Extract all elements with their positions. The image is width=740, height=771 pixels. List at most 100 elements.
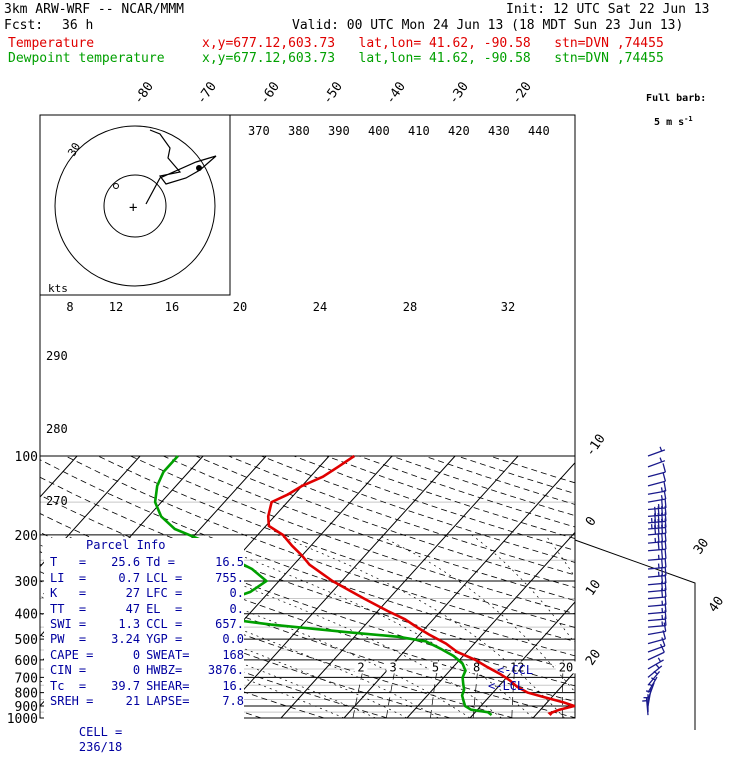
barb-note-unit: -1 xyxy=(684,115,692,123)
wind-barb-flag xyxy=(662,541,663,550)
speed-tick-label: 8 xyxy=(66,300,73,314)
row-label-2: CCL = xyxy=(140,617,205,632)
wind-barb xyxy=(648,524,666,535)
wind-barb-half-flag xyxy=(660,447,662,451)
wind-barb-flag xyxy=(665,524,666,533)
row-label-1: T = xyxy=(44,555,99,570)
wind-barb-flag xyxy=(662,550,663,559)
wind-barb-staff xyxy=(648,515,666,517)
wind-barb-staff xyxy=(648,450,665,456)
wind-barb-staff xyxy=(648,481,665,486)
wind-barb-staff xyxy=(648,612,666,614)
dry-adiabat-line xyxy=(196,456,740,718)
isotherm-label: -60 xyxy=(257,79,283,107)
wind-barb-staff xyxy=(648,542,666,544)
wind-barb-flag xyxy=(665,550,666,559)
isotherm-line xyxy=(722,456,740,718)
wind-barb-staff xyxy=(648,461,665,467)
wind-barb-flag xyxy=(661,644,665,652)
theta-label: 430 xyxy=(488,124,510,138)
row-value-1: 21 xyxy=(99,694,140,709)
pressure-label: 300 xyxy=(15,575,38,590)
parcel-info-title: Parcel Info xyxy=(44,538,244,553)
row-label-1: K = xyxy=(44,586,99,601)
hodograph-center-marker: + xyxy=(129,200,137,216)
row-label-1: Tc = xyxy=(44,679,99,694)
row-label-2: Td = xyxy=(140,555,205,570)
isotherm-label: -70 xyxy=(194,79,220,107)
row-value-1: 0.7 xyxy=(99,571,140,586)
wind-barb xyxy=(648,518,666,529)
barb-note: Full barb: 5 m s-1 xyxy=(634,84,706,128)
row-label-2: SWEAT= xyxy=(140,648,205,663)
row-value-2: 16.5 xyxy=(205,555,244,570)
wind-barb-staff xyxy=(648,626,666,628)
wind-barb-flag xyxy=(655,525,656,534)
barb-note-line2: 5 m s xyxy=(646,117,684,128)
pressure-label: 200 xyxy=(15,529,38,544)
row-value-2: 755. xyxy=(205,571,244,586)
wind-barb xyxy=(648,458,665,467)
isotherm-label: 10 xyxy=(583,577,604,598)
speed-tick-label: 20 xyxy=(233,300,247,314)
wind-barb-half-flag xyxy=(660,458,662,462)
wind-barb xyxy=(648,617,666,628)
isotherm-line xyxy=(533,456,740,718)
isotherm-label: -30 xyxy=(446,79,472,107)
wind-barb xyxy=(648,512,666,523)
wind-barb-flag xyxy=(662,588,663,597)
cell-value: 236/18 xyxy=(79,740,122,754)
pressure-label: 100 xyxy=(15,450,38,465)
row-label-2: HWBZ= xyxy=(140,663,205,678)
wind-barb xyxy=(648,447,665,456)
row-value-1: 47 xyxy=(99,602,140,617)
wind-barb-flag xyxy=(665,617,666,626)
wind-barb-flag xyxy=(665,533,666,542)
theta-label: 420 xyxy=(448,124,470,138)
row-value-1: 25.6 xyxy=(99,555,140,570)
wind-barb-staff xyxy=(648,533,666,535)
wind-barb-flag xyxy=(663,473,665,482)
theta-label: 400 xyxy=(368,124,390,138)
dry-adiabat-line xyxy=(392,456,740,718)
wind-barb-half-flag xyxy=(656,665,659,668)
dry-adiabat-line xyxy=(229,456,740,718)
wind-barb-staff xyxy=(648,583,666,585)
wind-barb xyxy=(648,658,664,669)
dry-adiabat-line xyxy=(359,456,740,718)
height-label: 280 xyxy=(46,422,68,436)
wind-barb-staff xyxy=(648,605,666,607)
pressure-label: 1000 xyxy=(7,712,38,727)
theta-label: 390 xyxy=(328,124,350,138)
parcel-info-cell: CELL = 236/18 xyxy=(44,709,244,771)
row-label-2: LFC = xyxy=(140,586,205,601)
mixing-ratio-label: 5 xyxy=(432,660,439,674)
wind-barb-half-flag xyxy=(661,487,662,491)
moist-adiabat-line xyxy=(378,535,596,718)
row-value-2: 168 xyxy=(205,648,244,663)
wind-barb xyxy=(648,550,666,561)
wind-barb-flag xyxy=(663,463,665,472)
pressure-label: 600 xyxy=(15,654,38,669)
wind-barb-flag xyxy=(658,541,659,550)
wind-barb-flag xyxy=(658,525,659,534)
row-value-1: 39.7 xyxy=(99,679,140,694)
wind-barb-flag xyxy=(665,558,666,567)
wind-barb-half-flag xyxy=(658,658,660,662)
cell-label: CELL = xyxy=(79,725,122,739)
row-label-1: SWI = xyxy=(44,617,99,632)
mixing-ratio-label: 3 xyxy=(389,660,396,674)
hodograph-storm-dot xyxy=(196,165,202,171)
parcel-marker-label: <-LCL xyxy=(488,679,524,693)
wind-barb-half-flag xyxy=(661,495,662,499)
wind-barb-staff xyxy=(648,576,666,578)
mixing-ratio-label: 2 xyxy=(357,660,364,674)
isotherm-label: -10 xyxy=(583,432,609,460)
